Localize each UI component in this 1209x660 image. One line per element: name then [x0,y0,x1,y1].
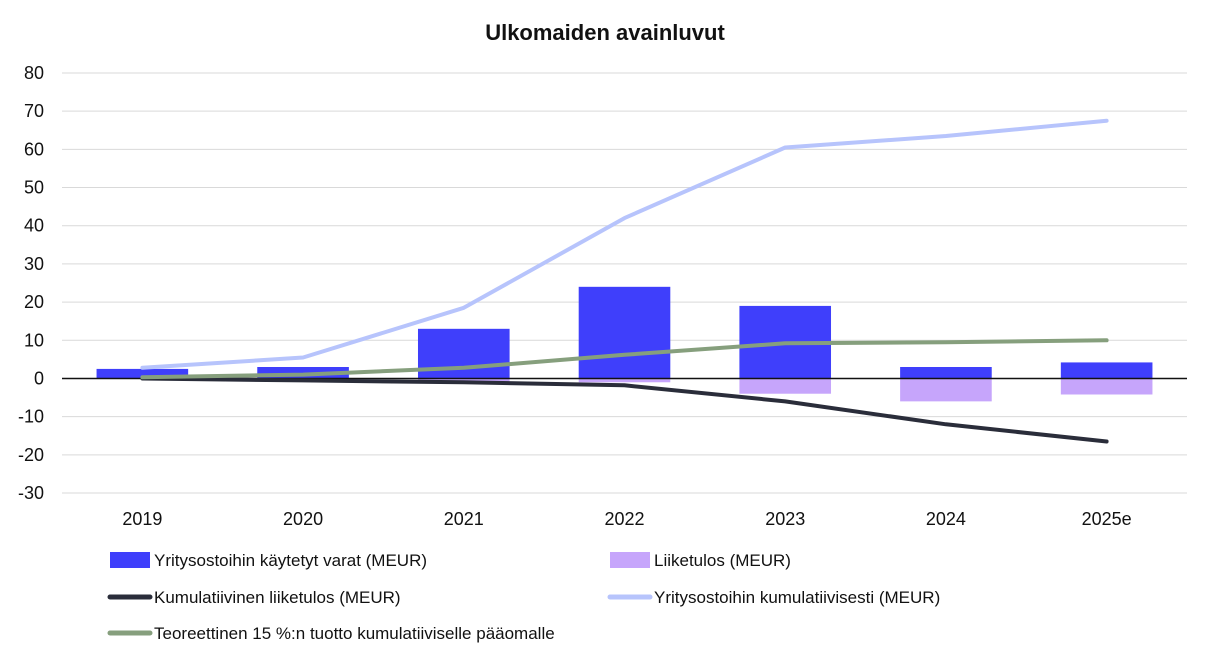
y-tick-label: 50 [24,178,44,198]
acquisition-bar [1060,362,1153,379]
x-tick-label: 2025e [1082,509,1132,529]
y-tick-label: 20 [24,292,44,312]
y-tick-label: -20 [18,445,44,465]
x-tick-label: 2023 [765,509,805,529]
legend-swatch [610,552,650,568]
x-tick-label: 2022 [604,509,644,529]
y-tick-label: -10 [18,407,44,427]
y-tick-label: 10 [24,330,44,350]
y-tick-label: 0 [34,368,44,388]
acquisition-bar [96,368,189,379]
chart-title: Ulkomaiden avainluvut [485,20,725,45]
yritysostoihin-kumulatiivisesti-line [140,118,1109,370]
liiketulos-bar [900,378,992,402]
legend-label: Teoreettinen 15 %:n tuotto kumulatiivise… [154,624,555,643]
legend-label: Yritysostoihin käytetyt varat (MEUR) [154,551,427,570]
acquisition-bar [578,286,671,379]
acquisition-bars [96,286,1153,379]
liiketulos-bar [739,378,832,394]
legend-label: Kumulatiivinen liiketulos (MEUR) [154,588,401,607]
gridlines [62,72,1187,494]
liiketulos-bar [417,378,510,382]
liiketulos-bar [1060,378,1153,395]
y-tick-label: 60 [24,139,44,159]
legend-label: Yritysostoihin kumulatiivisesti (MEUR) [654,588,940,607]
liiketulos-bar [578,378,671,383]
y-axis-tick-labels: -30 -20 -10 0 10 20 30 40 50 60 70 80 [18,63,44,503]
x-tick-label: 2024 [926,509,966,529]
legend-label: Liiketulos (MEUR) [654,551,791,570]
legend-swatch [110,552,150,568]
acquisition-bar [900,367,992,379]
teoreettinen-tuotto-line [140,338,1109,380]
legend: Yritysostoihin käytetyt varat (MEUR) Liik… [107,551,940,643]
kumulatiivinen-liiketulos-line [140,376,1109,444]
y-tick-label: 40 [24,216,44,236]
y-tick-label: -30 [18,483,44,503]
series-lines [140,118,1109,444]
x-tick-label: 2020 [283,509,323,529]
y-tick-label: 30 [24,254,44,274]
y-tick-label: 80 [24,63,44,83]
x-axis-tick-labels: 2019 2020 2021 2022 2023 2024 2025e [122,509,1131,529]
x-tick-label: 2021 [444,509,484,529]
y-tick-label: 70 [24,101,44,121]
x-tick-label: 2019 [122,509,162,529]
